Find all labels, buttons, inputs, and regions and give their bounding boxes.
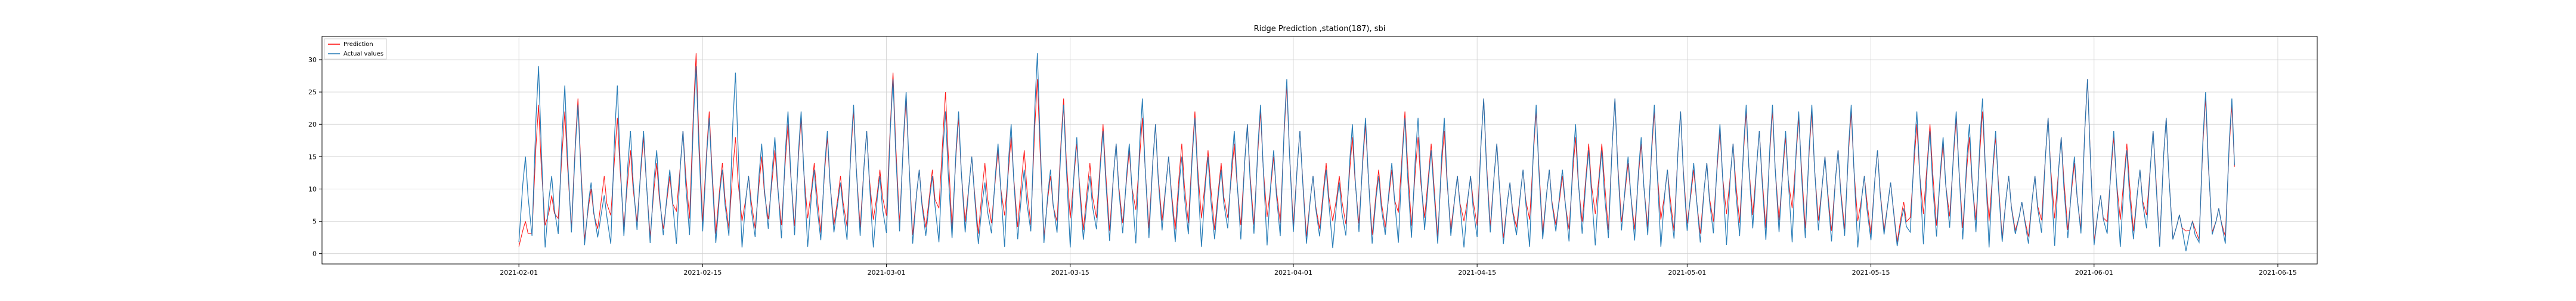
legend: Prediction Actual values (324, 38, 387, 60)
series-layer (518, 53, 2235, 251)
y-tick-label: 15 (308, 153, 317, 161)
y-tick-label: 5 (312, 218, 317, 226)
chart-title: Ridge Prediction ,station(187), sbi (1254, 24, 1386, 33)
x-tick-label: 2021-02-15 (683, 269, 722, 277)
x-tick-label: 2021-06-01 (2075, 269, 2113, 277)
x-tick-label: 2021-05-15 (1852, 269, 1890, 277)
x-tick-label: 2021-04-01 (1274, 269, 1312, 277)
x-tick-label: 2021-03-01 (868, 269, 906, 277)
tick-layer: 2021-02-01 2021-02-15 2021-03-01 2021-03-15… (308, 56, 2297, 277)
legend-box (324, 38, 387, 60)
legend-label-actual-values: Actual values (343, 51, 383, 57)
axes-frame (321, 36, 2318, 265)
x-tick-label: 2021-06-15 (2259, 269, 2297, 277)
y-tick-label: 20 (308, 121, 317, 128)
y-tick-label: 10 (308, 185, 317, 193)
x-tick-label: 2021-02-01 (500, 269, 538, 277)
y-tick-label: 0 (312, 250, 317, 258)
x-tick-label: 2021-04-15 (1458, 269, 1496, 277)
y-tick-label: 25 (308, 88, 317, 96)
grid-layer (322, 36, 2317, 264)
y-tick-label: 30 (308, 56, 317, 64)
series-line-actual-values (518, 53, 2235, 251)
x-tick-label: 2021-03-15 (1051, 269, 1089, 277)
legend-label-prediction: Prediction (343, 41, 373, 48)
x-tick-label: 2021-05-01 (1668, 269, 1706, 277)
